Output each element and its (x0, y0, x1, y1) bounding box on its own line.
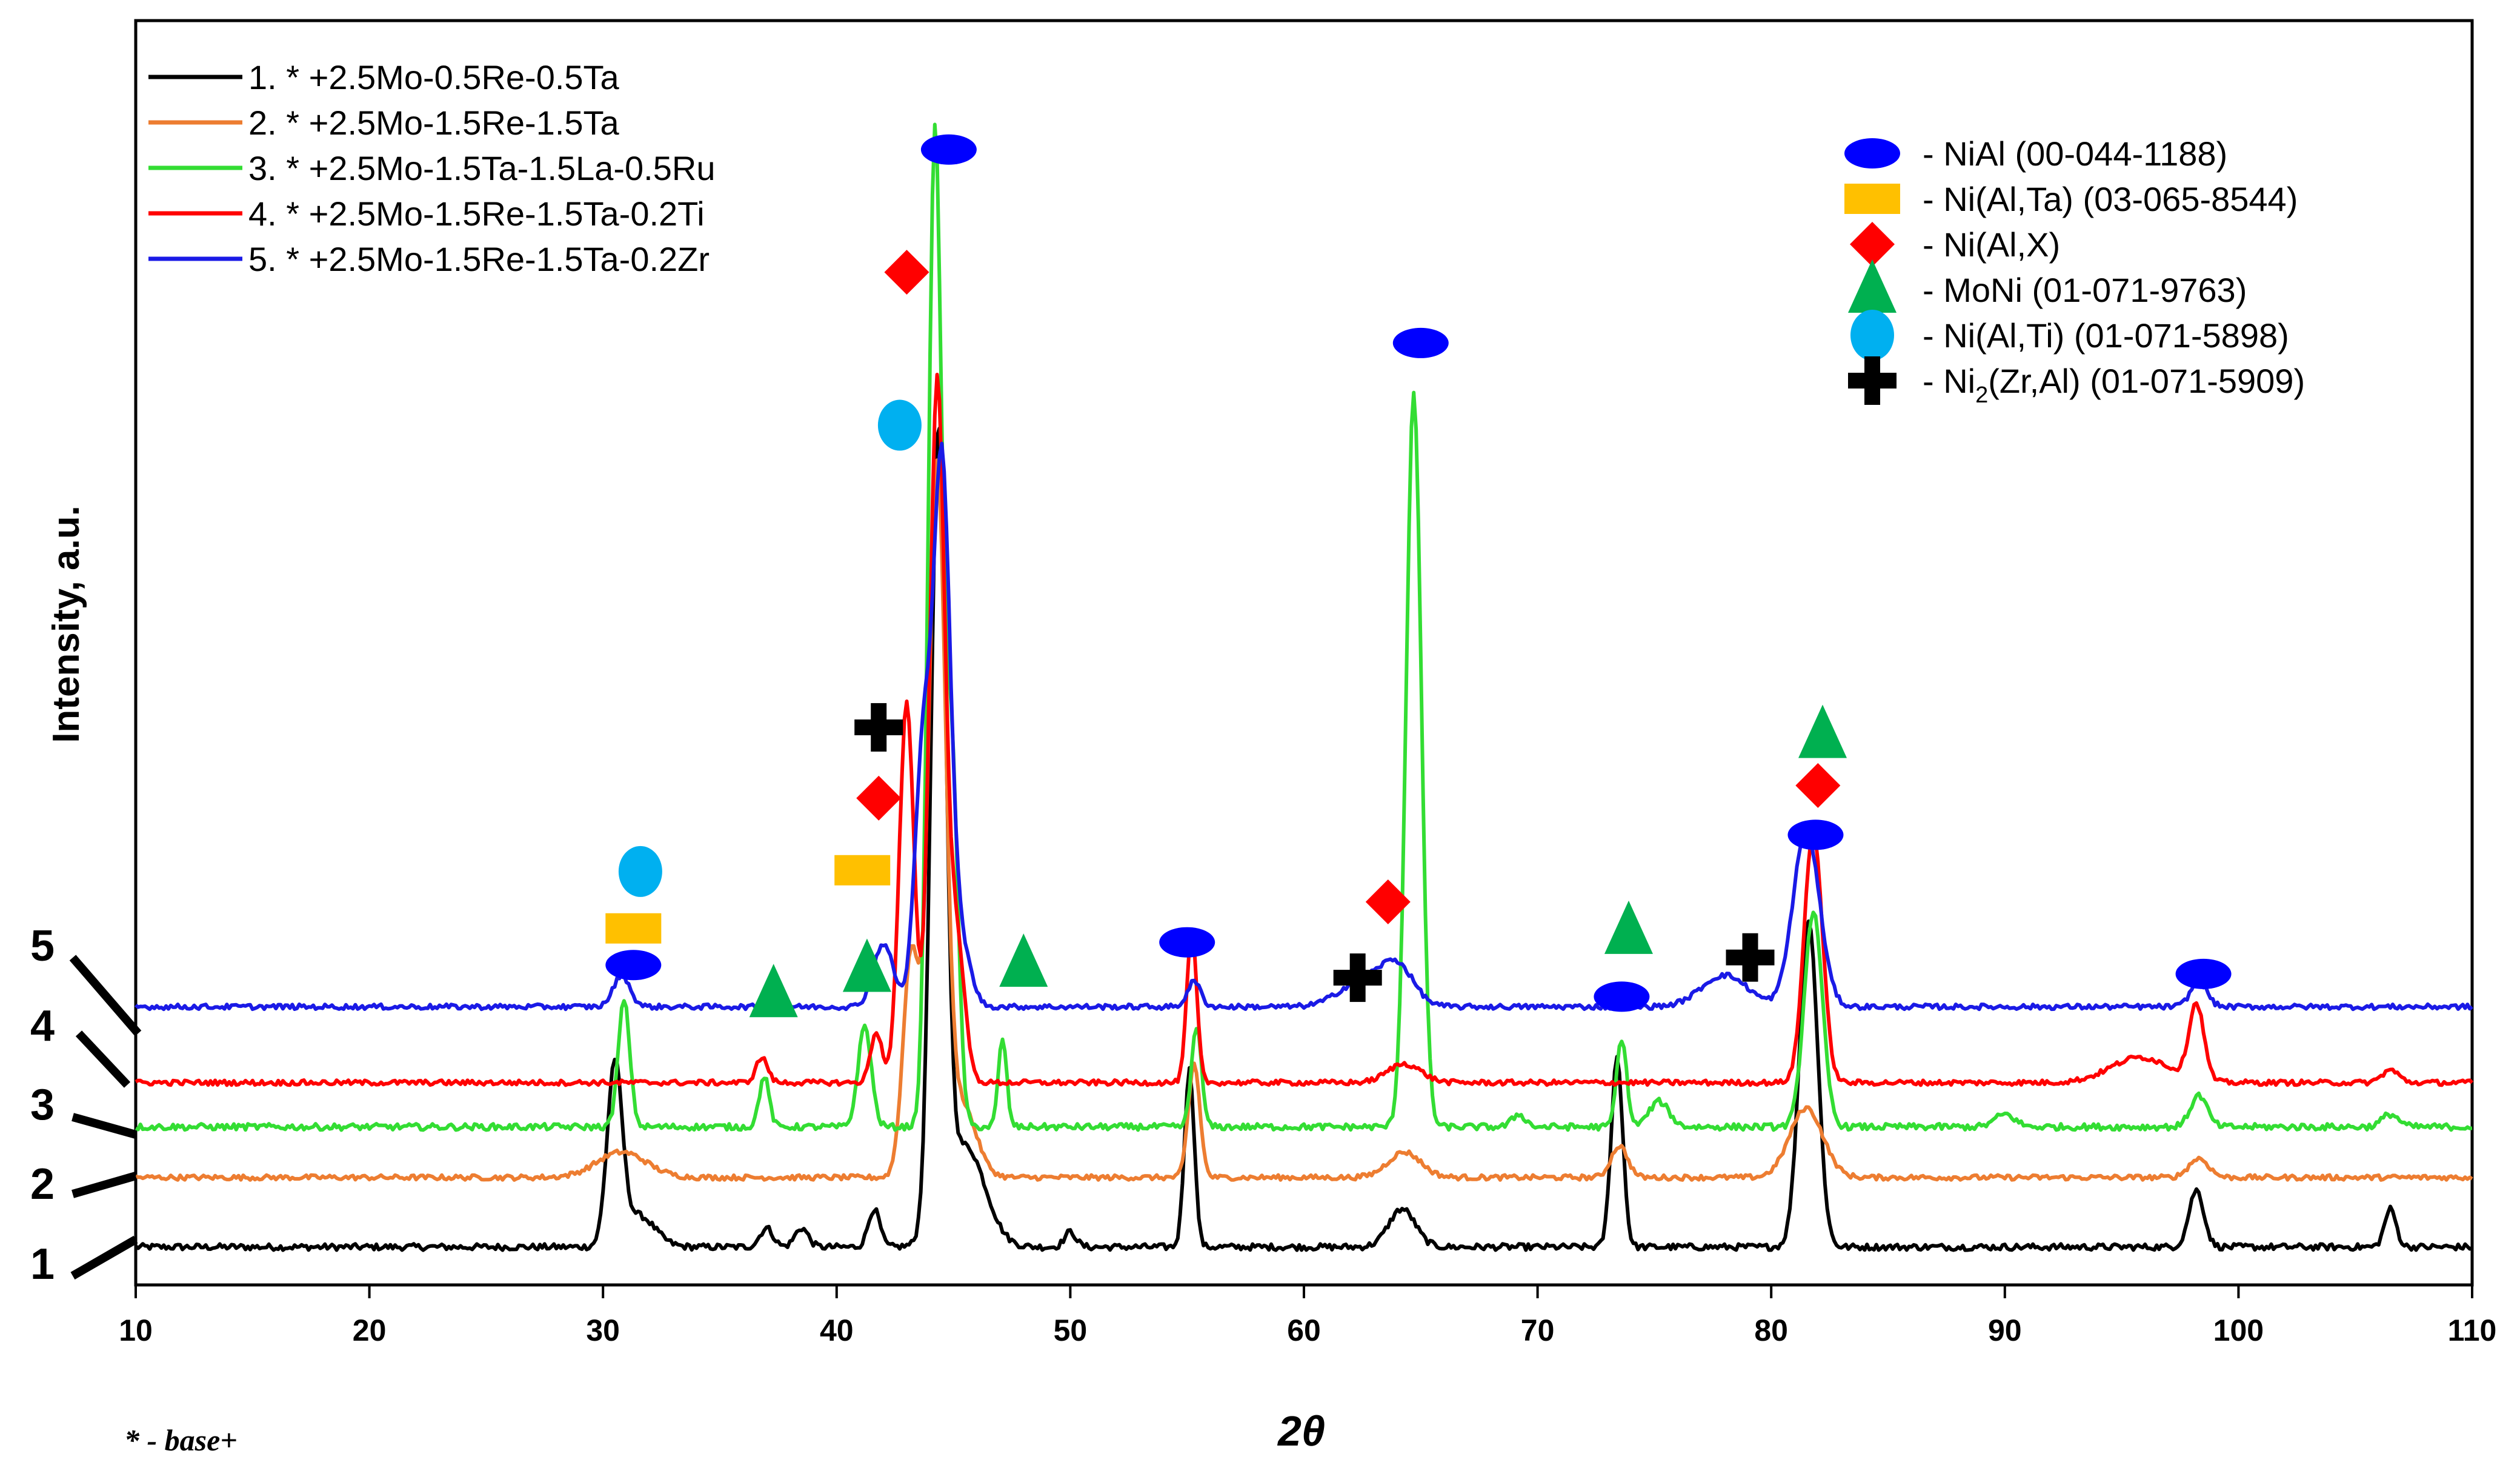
triangle-green-marker (842, 938, 891, 992)
series-3-line (135, 122, 2473, 1132)
legend-label-series-2: 2. * +2.5Mo-1.5Re-1.5Ta (248, 104, 620, 142)
ellipse-blue-marker (1594, 981, 1650, 1012)
stack-labels: 1 2 3 4 5 (30, 922, 142, 1289)
series-layer (134, 122, 2474, 1252)
legend-label-series-1: 1. * +2.5Mo-0.5Re-0.5Ta (248, 58, 620, 96)
diamond-red-marker (856, 775, 902, 821)
legend-diamond-red (1850, 222, 1895, 267)
diamond-red-marker (1365, 879, 1411, 924)
y-axis-label: Intensity, a.u. (45, 505, 87, 743)
legend-rect-orange (1844, 184, 1900, 214)
x-tick-label: 30 (586, 1313, 620, 1347)
x-tick-label: 20 (353, 1313, 387, 1347)
stack-label-5: 5 (30, 922, 55, 970)
phase-marker-layer (605, 134, 2232, 1018)
legend-label-series-4: 4. * +2.5Mo-1.5Re-1.5Ta-0.2Ti (248, 195, 705, 233)
ellipse-blue-marker (1787, 819, 1844, 850)
x-tick-label: 90 (1988, 1313, 2022, 1347)
triangle-green-marker (1604, 900, 1653, 954)
plus-black-marker (854, 703, 903, 752)
legend-label-series-3: 3. * +2.5Mo-1.5Ta-1.5La-0.5Ru (248, 149, 715, 187)
x-tick-label: 80 (1754, 1313, 1788, 1347)
legend-circle-cyan (1850, 310, 1894, 361)
footnote: * - base+ (124, 1423, 238, 1457)
x-axis-ticks: 10 20 30 40 50 60 70 80 90 100 110 (119, 1285, 2496, 1347)
x-tick-label: 70 (1521, 1313, 1555, 1347)
phase-legend: - NiAl (00-044-1188) - Ni(Al,Ta) (03-065-… (1844, 135, 2305, 408)
plus-black-marker (1333, 953, 1382, 1002)
legend-label-diamond-red: - Ni(Al,X) (1923, 225, 2060, 264)
rect-orange-marker (605, 913, 662, 944)
series-1-line (134, 426, 2473, 1252)
rect-orange-marker (834, 855, 891, 886)
ellipse-blue-marker (1392, 327, 1449, 358)
stack-break-mark (71, 1172, 137, 1198)
legend-triangle-green (1848, 259, 1897, 313)
ellipse-blue-marker (605, 950, 662, 981)
plot-area (134, 19, 2474, 1287)
plus-black-marker (1726, 933, 1775, 982)
diamond-red-marker (1795, 763, 1841, 809)
circle-cyan-marker (618, 846, 662, 897)
x-tick-label: 60 (1287, 1313, 1321, 1347)
triangle-green-marker (1798, 704, 1847, 758)
legend-label-ellipse-blue: - NiAl (00-044-1188) (1923, 135, 2227, 173)
stack-label-3: 3 (30, 1081, 55, 1129)
ellipse-blue-marker (920, 134, 977, 165)
legend-label-plus-black: - Ni2(Zr,Al) (01-071-5909) (1923, 362, 2305, 408)
stack-break-mark (71, 1113, 137, 1139)
triangle-green-marker (999, 933, 1048, 987)
legend-ellipse-blue (1844, 138, 1900, 168)
legend-label-series-5: 5. * +2.5Mo-1.5Re-1.5Ta-0.2Zr (248, 240, 710, 278)
legend-label-rect-orange: - Ni(Al,Ta) (03-065-8544) (1923, 180, 2298, 218)
x-tick-label: 100 (2213, 1313, 2264, 1347)
series-4-line (135, 373, 2474, 1087)
stack-label-4: 4 (30, 1002, 55, 1050)
x-tick-label: 40 (820, 1313, 854, 1347)
stack-label-1: 1 (30, 1240, 55, 1289)
stack-break-mark (75, 1030, 131, 1088)
x-tick-label: 50 (1054, 1313, 1088, 1347)
series-5-line (134, 441, 2473, 1012)
legend-label-triangle-green: - MoNi (01-071-9763) (1923, 271, 2247, 309)
triangle-green-marker (749, 964, 798, 1018)
diamond-red-marker (884, 250, 929, 295)
ellipse-blue-marker (1159, 927, 1215, 958)
stack-break-mark (69, 955, 142, 1036)
legend-plus-black (1848, 356, 1897, 405)
x-axis-label: 2θ (1277, 1407, 1325, 1455)
stack-label-2: 2 (30, 1160, 55, 1209)
x-tick-label: 10 (119, 1313, 153, 1347)
x-tick-label: 110 (2448, 1313, 2497, 1347)
series-legend: 1. * +2.5Mo-0.5Re-0.5Ta 2. * +2.5Mo-1.5Re… (148, 58, 715, 278)
legend-label-circle-cyan: - Ni(Al,Ti) (01-071-5898) (1923, 316, 2289, 355)
circle-cyan-marker (877, 399, 922, 451)
ellipse-blue-marker (2175, 958, 2232, 989)
series-2-line (135, 458, 2473, 1182)
stack-break-mark (70, 1235, 138, 1280)
